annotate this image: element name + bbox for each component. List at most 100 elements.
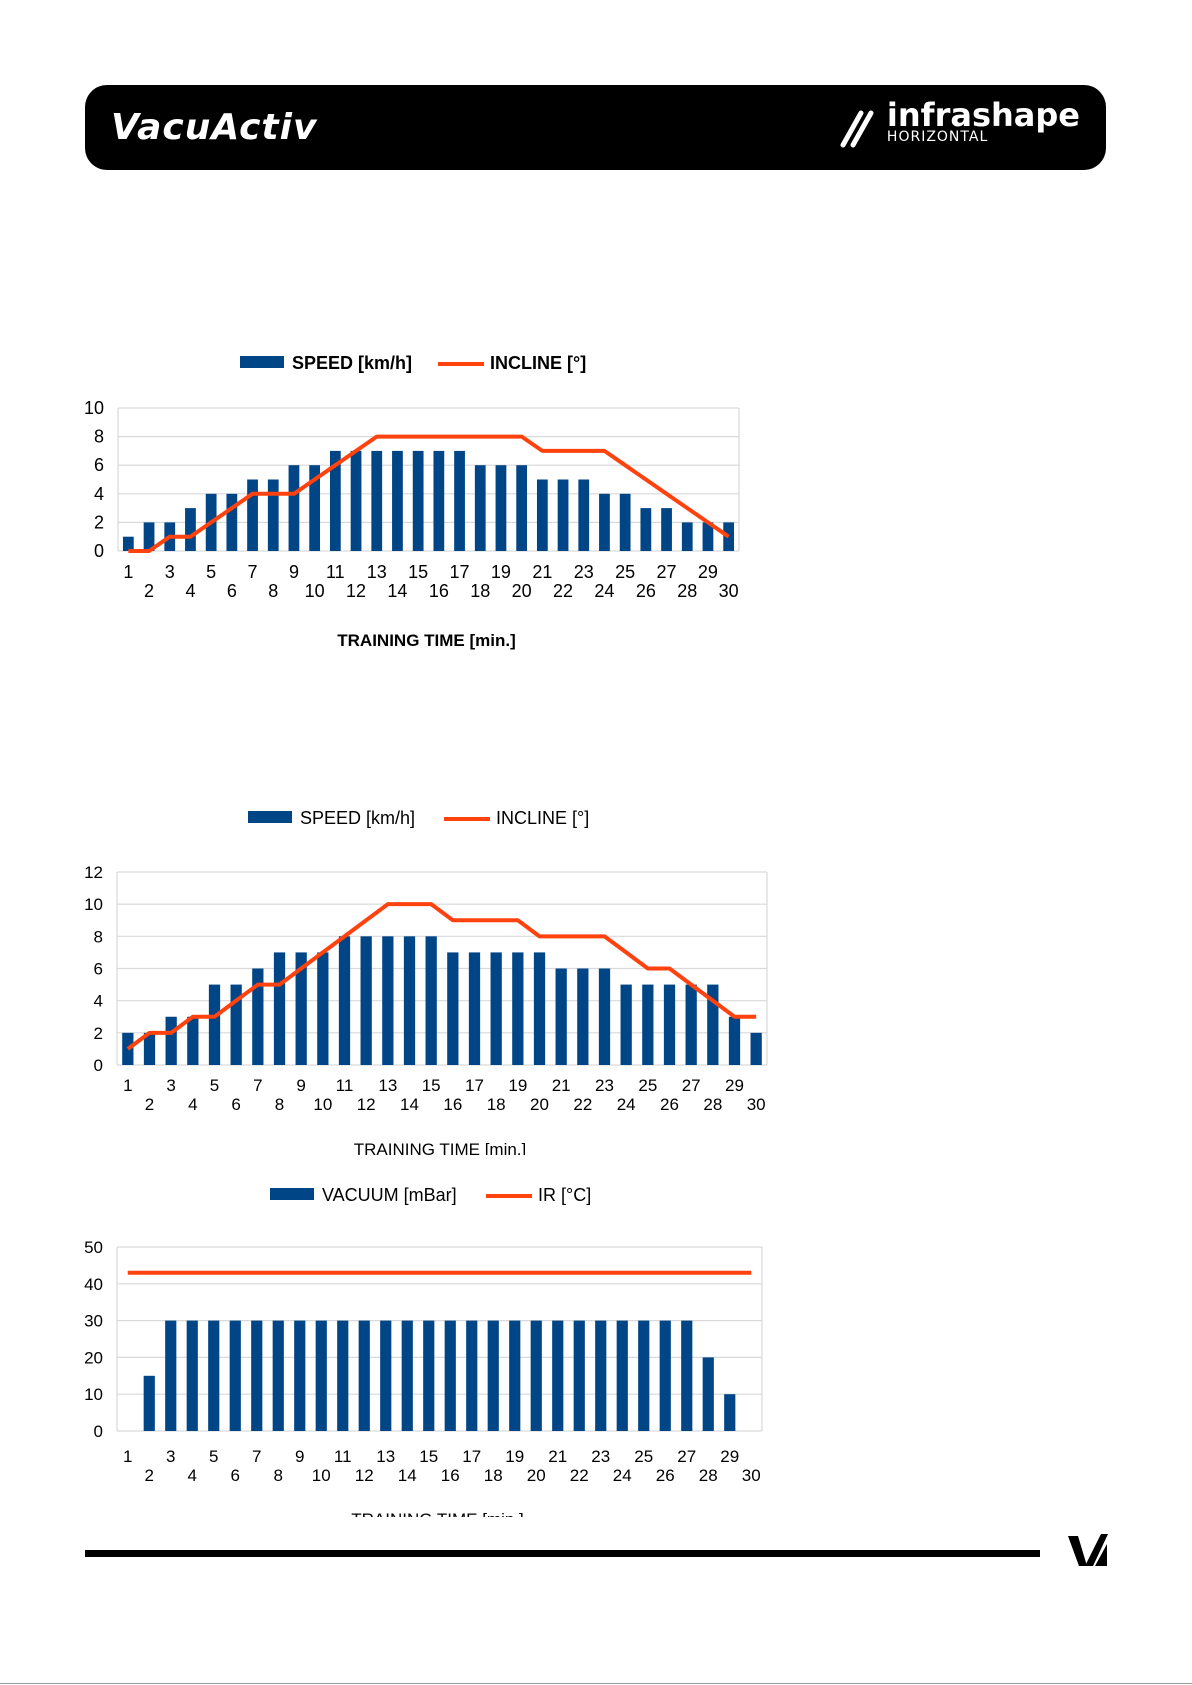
y-tick-label: 6 [94, 455, 104, 475]
x-tick-label: 9 [289, 562, 299, 582]
bar-8 [273, 952, 286, 1065]
x-tick-label: 4 [185, 581, 195, 601]
x-tick-label: 21 [548, 1447, 567, 1466]
bar-14 [392, 450, 403, 551]
x-tick-label: 27 [657, 562, 677, 582]
legend-label-line: INCLINE [°] [496, 808, 589, 828]
x-tick-label: 8 [268, 581, 278, 601]
speed-incline-chart-1: 0246810123456789101112131415161718192021… [84, 353, 740, 650]
x-tick-label: 21 [552, 1076, 571, 1095]
x-tick-label: 29 [725, 1076, 744, 1095]
bar-22 [573, 1320, 585, 1431]
x-tick-label: 23 [574, 562, 594, 582]
x-tick-label: 23 [595, 1076, 614, 1095]
y-tick-label: 8 [94, 427, 104, 447]
x-tick-label: 24 [617, 1095, 636, 1114]
bar-24 [616, 1320, 628, 1431]
x-tick-label: 19 [491, 562, 511, 582]
x-tick-label: 30 [747, 1095, 766, 1114]
bar-4 [187, 1016, 199, 1065]
x-tick-label: 22 [573, 1095, 592, 1114]
bar-23 [578, 479, 590, 551]
x-tick-label: 6 [227, 581, 237, 601]
bar-12 [358, 1320, 370, 1431]
x-axis-title: TRAINING TIME [min.] [337, 631, 515, 650]
legend-swatch-bar [248, 811, 292, 823]
x-tick-label: 23 [591, 1447, 610, 1466]
x-tick-label: 15 [408, 562, 428, 582]
x-tick-label: 25 [634, 1447, 653, 1466]
bar-16 [444, 1320, 456, 1431]
bar-27 [661, 508, 672, 551]
bar-25 [642, 984, 654, 1065]
speed-incline-chart-2: 0246810121234567891011121314151617181920… [84, 808, 768, 1155]
x-tick-label: 2 [145, 1095, 154, 1114]
bar-19 [495, 465, 507, 551]
bar-4 [186, 1320, 198, 1431]
y-tick-label: 4 [94, 484, 104, 504]
x-tick-label: 7 [252, 1447, 261, 1466]
bar-24 [620, 984, 632, 1065]
x-tick-label: 14 [400, 1095, 419, 1114]
legend-label-bar: SPEED [km/h] [300, 808, 415, 828]
bar-28 [702, 1357, 714, 1431]
x-tick-label: 15 [419, 1447, 438, 1466]
bar-23 [595, 1320, 607, 1431]
x-tick-label: 30 [719, 581, 739, 601]
y-tick-label: 10 [84, 895, 103, 914]
bar-2 [143, 522, 155, 551]
bar-30 [750, 1032, 762, 1065]
y-tick-label: 0 [94, 541, 104, 561]
y-tick-label: 40 [84, 1275, 103, 1294]
x-tick-label: 10 [305, 581, 325, 601]
x-tick-label: 9 [296, 1076, 305, 1095]
x-tick-label: 10 [313, 1095, 332, 1114]
x-tick-label: 18 [484, 1466, 503, 1485]
bar-11 [337, 1320, 349, 1431]
x-tick-label: 17 [465, 1076, 484, 1095]
bar-18 [474, 465, 486, 551]
x-tick-label: 5 [209, 1447, 218, 1466]
y-tick-label: 6 [94, 960, 103, 979]
x-tick-label: 16 [429, 581, 449, 601]
x-tick-label: 5 [206, 562, 216, 582]
x-tick-label: 3 [165, 562, 175, 582]
x-tick-label: 18 [487, 1095, 506, 1114]
x-tick-label: 20 [512, 581, 532, 601]
legend-swatch-bar [270, 1188, 314, 1200]
bar-9 [288, 465, 300, 551]
bar-28 [707, 984, 719, 1065]
bar-29 [728, 1016, 741, 1065]
bar-9 [294, 1320, 306, 1431]
x-tick-label: 17 [462, 1447, 481, 1466]
x-tick-label: 11 [336, 1076, 354, 1095]
x-tick-label: 26 [636, 581, 656, 601]
bar-4 [185, 508, 196, 551]
bar-20 [516, 465, 528, 551]
x-tick-label: 27 [677, 1447, 696, 1466]
x-tick-label: 21 [532, 562, 552, 582]
x-tick-label: 12 [346, 581, 366, 601]
x-tick-label: 19 [508, 1076, 527, 1095]
bar-26 [659, 1320, 671, 1431]
bar-15 [425, 936, 437, 1065]
y-tick-label: 30 [84, 1312, 103, 1331]
x-tick-label: 28 [699, 1466, 718, 1485]
x-axis-title: TRAINING TIME [min.] [354, 1140, 527, 1155]
bar-17 [468, 952, 481, 1065]
page-bottom-edge [0, 1683, 1192, 1684]
bar-19 [512, 952, 524, 1065]
bar-29 [702, 522, 714, 551]
bar-22 [577, 968, 589, 1065]
x-tick-label: 7 [253, 1076, 262, 1095]
x-tick-label: 5 [210, 1076, 219, 1095]
y-tick-label: 2 [94, 1024, 103, 1043]
bar-6 [229, 1320, 241, 1431]
bar-8 [272, 1320, 284, 1431]
x-tick-label: 16 [443, 1095, 462, 1114]
bar-17 [454, 450, 465, 551]
x-tick-label: 15 [422, 1076, 441, 1095]
x-tick-label: 6 [231, 1095, 240, 1114]
bar-3 [165, 1016, 177, 1065]
x-tick-label: 8 [274, 1466, 283, 1485]
